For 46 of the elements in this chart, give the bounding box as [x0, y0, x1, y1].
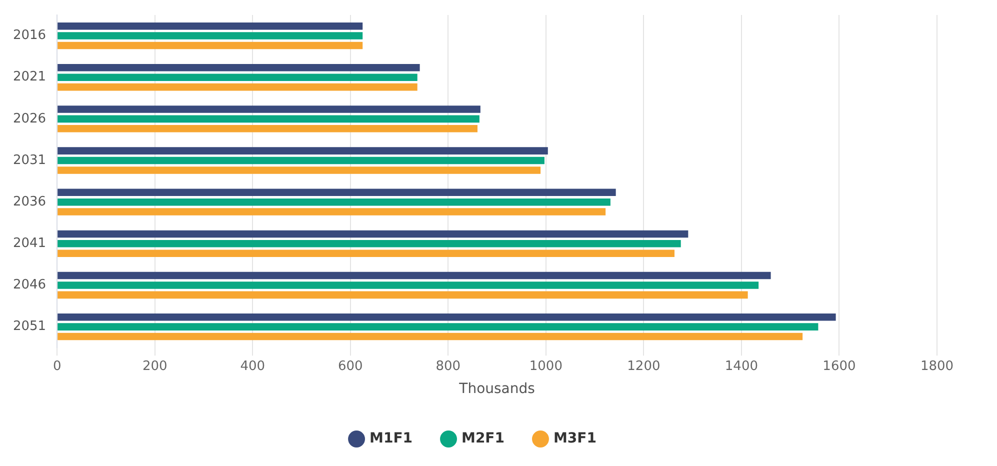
- bar: [58, 115, 480, 123]
- bar: [58, 22, 363, 30]
- bar: [58, 313, 836, 321]
- x-tick-label: 600: [338, 358, 363, 374]
- x-tick-label: 1200: [627, 358, 660, 374]
- legend-label: M2F1: [462, 430, 504, 447]
- bar: [58, 64, 420, 72]
- y-tick-label: 2031: [12, 152, 46, 168]
- bar: [58, 125, 478, 132]
- bar: [58, 147, 548, 154]
- bar: [58, 198, 610, 206]
- y-tick-label: 2016: [12, 28, 46, 44]
- y-tick-label: 2046: [12, 278, 46, 293]
- bar: [58, 250, 674, 257]
- bar: [58, 240, 681, 248]
- y-tick-label: 2051: [12, 319, 46, 334]
- x-axis-title: Thousands: [458, 381, 535, 398]
- bar: [58, 272, 771, 280]
- x-tick-label: 0: [52, 358, 62, 374]
- bar: [58, 291, 748, 299]
- x-tick-label: 800: [436, 358, 461, 374]
- bar: [58, 323, 818, 330]
- bar: [58, 166, 541, 174]
- bar: [58, 42, 363, 50]
- x-tick-label: 1000: [529, 358, 562, 374]
- bar: [58, 188, 616, 196]
- bar: [58, 208, 606, 216]
- x-tick-label: 200: [142, 358, 168, 374]
- y-tick-label: 2041: [12, 236, 46, 252]
- legend-label: M3F1: [553, 430, 596, 447]
- bar: [58, 156, 544, 164]
- bar: [58, 230, 688, 238]
- bar: [58, 83, 418, 91]
- bar: [58, 282, 759, 289]
- x-tick-label: 1600: [822, 358, 856, 374]
- y-tick-label: 2036: [12, 194, 46, 210]
- y-tick-label: 2021: [12, 70, 46, 85]
- legend-label: M1F1: [370, 430, 413, 447]
- y-tick-label: 2026: [12, 111, 46, 126]
- x-tick-label: 400: [240, 358, 266, 374]
- bar: [58, 74, 418, 81]
- bar: [58, 332, 803, 340]
- x-tick-label: 1800: [920, 358, 954, 374]
- bar: [58, 106, 480, 113]
- bar: [58, 32, 363, 40]
- x-tick-label: 1400: [724, 358, 758, 374]
